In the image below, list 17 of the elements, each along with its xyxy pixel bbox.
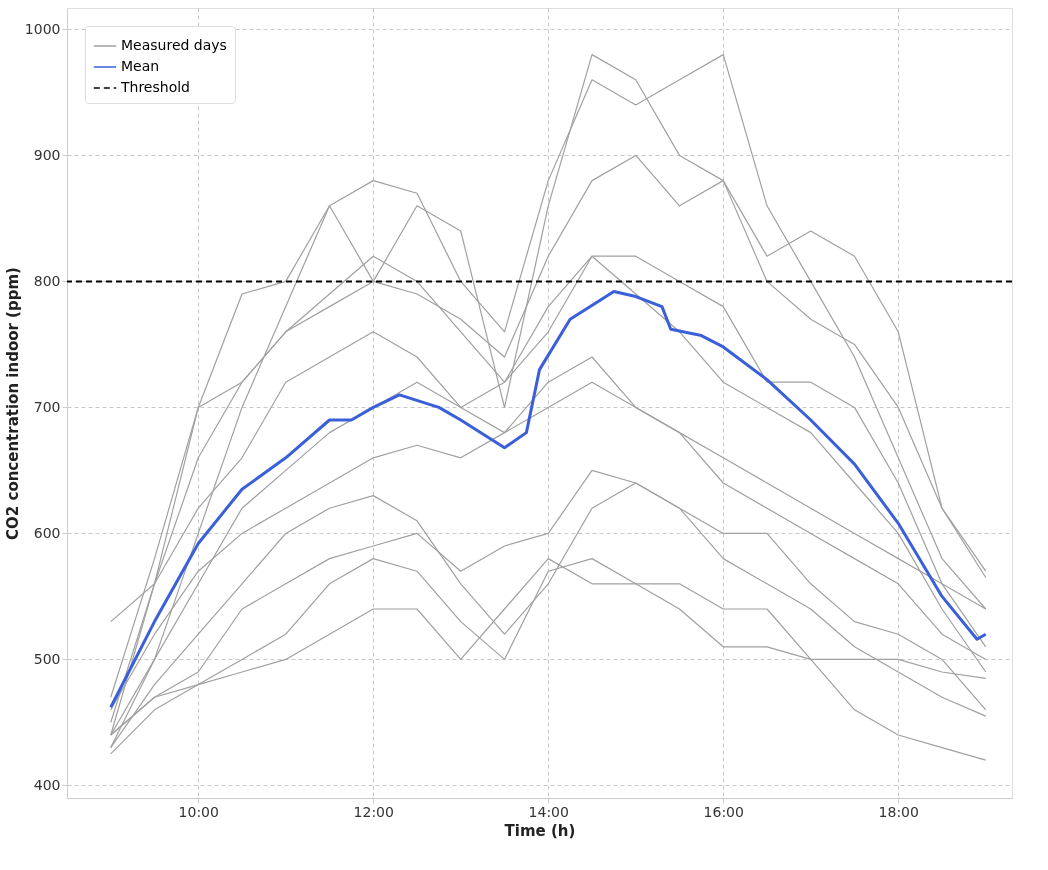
x-tick-label: 14:00 (528, 803, 569, 820)
y-tick-label: 700 (33, 398, 61, 415)
x-tick-label: 10:00 (178, 803, 219, 820)
legend-label: Mean (121, 58, 160, 74)
y-tick-label: 1000 (24, 20, 61, 37)
x-tick-label: 16:00 (703, 803, 744, 820)
y-axis-title: CO2 concentration indoor (ppm) (3, 267, 22, 540)
x-axis-title: Time (h) (504, 821, 576, 840)
x-tick-label: 18:00 (878, 803, 919, 820)
y-tick-label: 400 (33, 776, 61, 793)
legend-label: Measured days (121, 37, 227, 53)
y-tick-label: 800 (33, 272, 61, 289)
y-tick-label: 900 (33, 146, 61, 163)
x-tick-label: 12:00 (353, 803, 394, 820)
y-tick-label: 600 (33, 524, 61, 541)
legend-label: Threshold (120, 79, 190, 95)
y-tick-label: 500 (33, 650, 61, 667)
